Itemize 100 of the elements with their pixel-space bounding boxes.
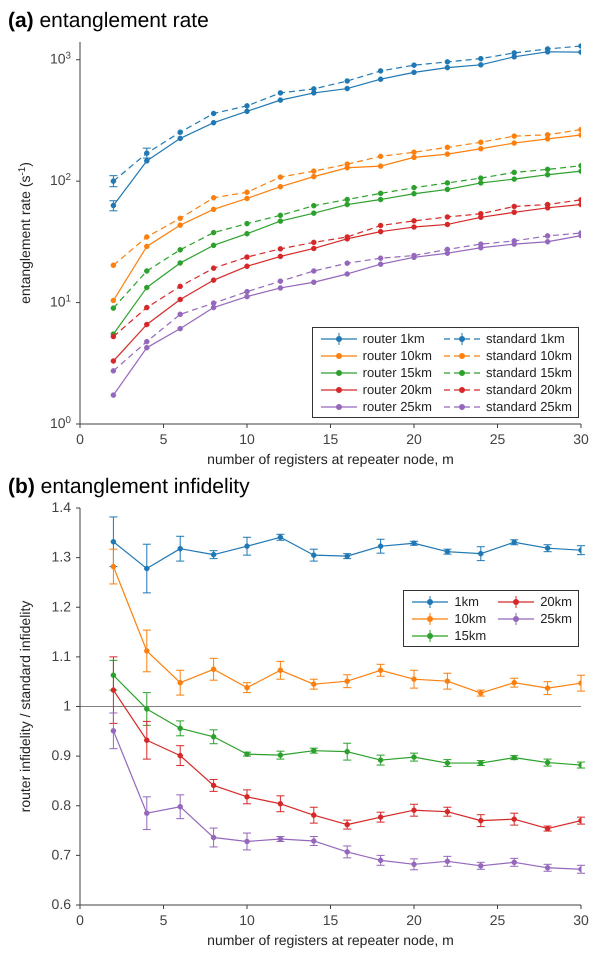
point [110,687,116,693]
y-tick-label: 10$^{3}$ [50,50,72,67]
point [278,801,284,807]
point [411,862,417,868]
x-tick-label: 0 [76,912,84,928]
point [311,210,317,216]
point [278,534,284,540]
point [411,150,417,156]
point [244,838,250,844]
point [344,553,350,559]
point [444,808,450,814]
point [244,190,250,196]
point [411,190,417,196]
x-axis-title: number of registers at repeater node, m [207,451,454,467]
point [144,304,150,310]
point [511,210,517,216]
point [511,860,517,866]
point [444,64,450,70]
point [177,726,183,732]
point [311,838,317,844]
point [311,240,317,246]
point [311,174,317,180]
point [210,195,216,201]
point [210,230,216,236]
point [344,196,350,202]
point [478,818,484,824]
point [511,680,517,686]
point [110,305,116,311]
point [344,822,350,828]
x-tick-label: 10 [239,912,255,928]
point [478,180,484,186]
point [244,794,250,800]
point [311,552,317,558]
point [110,728,116,734]
point [278,184,284,190]
point [210,300,216,306]
point [177,216,183,222]
point [544,760,550,766]
point [110,538,116,544]
point [344,271,350,277]
point [444,222,450,228]
point [311,268,317,274]
point [511,170,517,176]
legend-label: router 20km [362,382,432,397]
point [478,550,484,556]
y-tick-label: 0.8 [52,796,72,813]
point [511,140,517,146]
point [344,202,350,208]
point [411,754,417,760]
legend-label: router 15km [362,365,432,380]
point [478,863,484,869]
point [177,752,183,758]
x-tick-label: 25 [490,912,506,928]
point [544,238,550,244]
point [478,175,484,181]
point [511,176,517,182]
point [511,816,517,822]
point [411,70,417,76]
point [378,261,384,267]
point [177,804,183,810]
point [110,262,116,268]
point [244,196,250,202]
point [411,218,417,224]
point [244,684,250,690]
chart-title: (b) entanglement infidelity [8,475,250,498]
y-tick-label: 1 [63,698,72,714]
point [144,234,150,240]
point [411,154,417,160]
legend-label: 10km [454,611,486,626]
y-tick-label: 0.6 [52,896,72,912]
point [177,136,183,142]
point [378,76,384,82]
point [177,680,183,686]
point [278,212,284,218]
point [144,737,150,743]
point [411,676,417,682]
point [411,224,417,230]
y-tick-label: 1.1 [52,648,72,664]
point [444,678,450,684]
y-tick-label: 10$^{0}$ [50,414,72,431]
point [278,174,284,180]
point [378,814,384,820]
point [311,202,317,208]
point [378,154,384,160]
point [444,180,450,186]
point [478,140,484,146]
legend-label: standard 25km [486,399,572,414]
x-tick-label: 15 [322,431,338,447]
point [244,294,250,300]
x-tick-label: 5 [160,431,168,447]
point [311,246,317,252]
point [244,264,250,270]
point [177,260,183,266]
point [144,158,150,164]
point [544,172,550,178]
point [378,668,384,674]
legend-label: router 25km [362,399,432,414]
point [378,196,384,202]
point [444,144,450,150]
point [244,220,250,226]
